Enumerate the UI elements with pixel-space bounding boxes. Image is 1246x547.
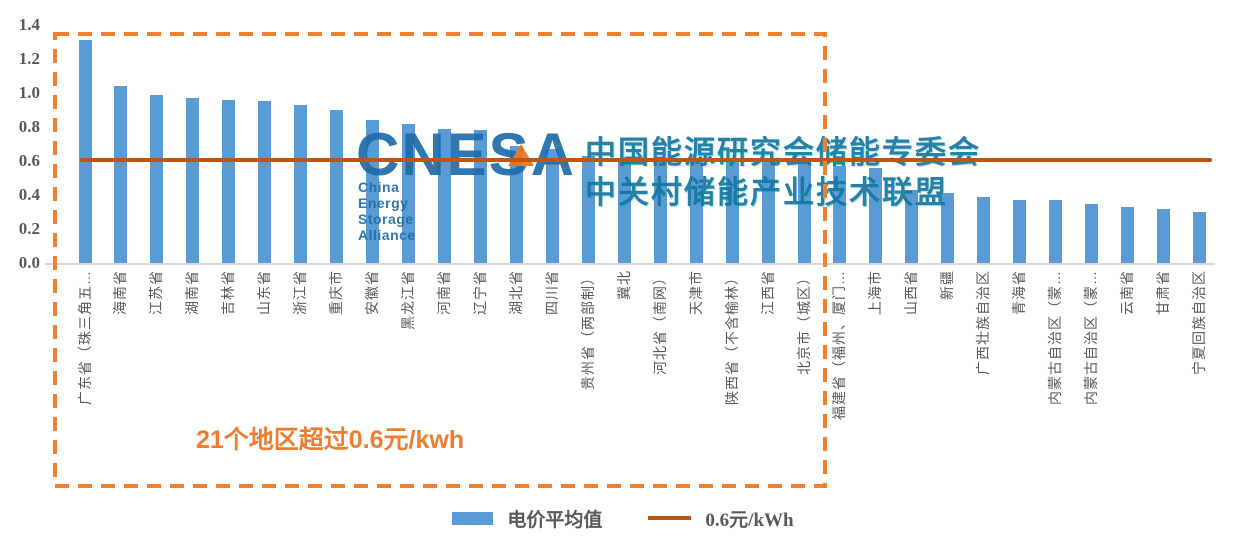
x-axis-label: 福建省（福州、厦门… [831, 270, 847, 420]
bar [977, 197, 990, 263]
x-axis-label: 青海省 [1011, 270, 1027, 315]
legend-bar-label: 电价平均值 [507, 509, 603, 531]
bar [726, 159, 739, 263]
bar [1085, 204, 1098, 263]
bar [582, 156, 595, 263]
bar [114, 86, 127, 263]
watermark-line2: 中关村储能产业技术联盟 [585, 175, 948, 210]
x-axis-label: 宁夏回族自治区 [1191, 270, 1207, 375]
bar [438, 129, 451, 263]
bar [222, 100, 235, 263]
x-axis-line [45, 263, 1215, 265]
bar [1157, 209, 1170, 263]
bar [1193, 212, 1206, 263]
bar [294, 105, 307, 263]
y-tick-label: 0.6 [18, 151, 40, 170]
x-axis-label: 上海市 [867, 270, 883, 315]
x-axis-label: 广西壮族自治区 [975, 270, 991, 375]
legend-bar-swatch [452, 511, 494, 525]
y-tick-label: 0.2 [18, 219, 40, 238]
annotation-text: 21个地区超过0.6元/kwh [196, 426, 465, 454]
watermark-line1: 中国能源研究会储能专委会 [585, 135, 981, 170]
highlight-dashed-box [53, 32, 827, 488]
bar [510, 146, 523, 263]
y-tick-label: 0.8 [18, 117, 40, 136]
bar [690, 159, 703, 263]
x-axis-label: 新疆 [939, 270, 955, 300]
x-axis-label: 内蒙古自治区（蒙… [1047, 270, 1063, 405]
bar [258, 101, 271, 263]
bar [150, 95, 163, 263]
bar [1121, 207, 1134, 263]
bar [654, 158, 667, 263]
legend: 电价平均值 0.6元/kWh [0, 503, 1246, 533]
bar [798, 161, 811, 263]
bar [833, 166, 846, 263]
bar [762, 161, 775, 263]
bar [546, 149, 559, 263]
reference-line-0.6 [80, 158, 1212, 162]
bar [79, 40, 92, 263]
bar [1049, 200, 1062, 263]
bar [366, 120, 379, 263]
bar [869, 168, 882, 263]
bar [618, 158, 631, 263]
legend-line-swatch [648, 516, 692, 520]
bar [186, 98, 199, 263]
bar [905, 190, 918, 263]
cnesa-tagline: China Energy Storage Alliance [358, 179, 416, 243]
y-tick-label: 0.4 [18, 185, 40, 204]
bar [941, 193, 954, 263]
y-tick-label: 1.4 [18, 15, 40, 34]
legend-line-label: 0.6元/kWh [705, 509, 794, 531]
y-tick-label: 0.0 [18, 253, 40, 272]
dashed-rect [53, 32, 827, 488]
y-tick-label: 1.0 [18, 83, 40, 102]
x-axis-label: 山西省 [903, 270, 919, 315]
x-axis-label: 内蒙古自治区（蒙… [1083, 270, 1099, 405]
x-axis-label: 甘肃省 [1155, 270, 1171, 315]
cnesa-logo: CNESA [356, 121, 577, 188]
x-axis-label: 云南省 [1119, 270, 1135, 315]
bar [1013, 200, 1026, 263]
y-tick-label: 1.2 [18, 49, 40, 68]
bar [474, 130, 487, 263]
bar [330, 110, 343, 263]
